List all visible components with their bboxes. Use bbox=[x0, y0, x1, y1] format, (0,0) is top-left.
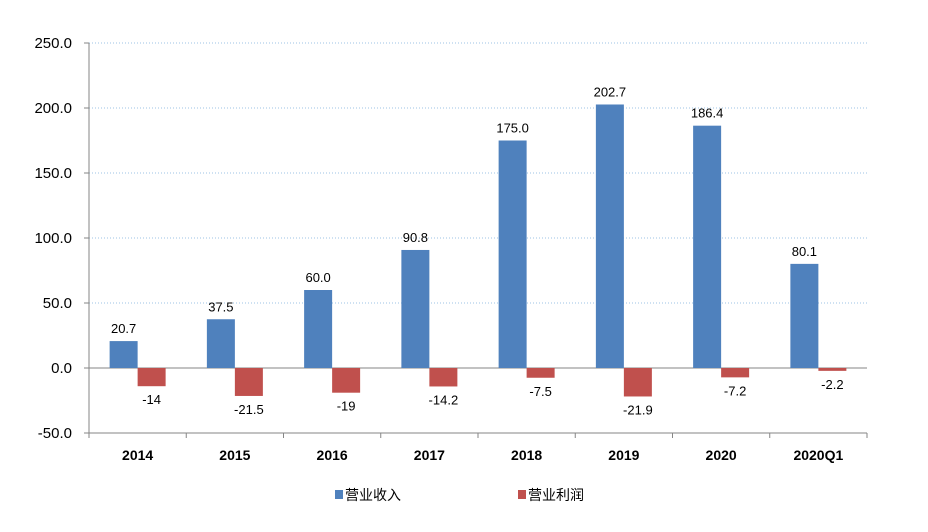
data-label-profit: -21.5 bbox=[234, 402, 264, 417]
data-label-revenue: 80.1 bbox=[792, 244, 817, 259]
x-tick-label: 2018 bbox=[511, 447, 542, 463]
y-tick-label: 250.0 bbox=[34, 35, 72, 52]
y-tick-label: 150.0 bbox=[34, 165, 72, 182]
bar-revenue bbox=[109, 341, 138, 368]
bar-profit bbox=[526, 368, 555, 378]
bar-profit bbox=[137, 368, 166, 387]
x-tick-label: 2019 bbox=[608, 447, 639, 463]
legend-label-profit: 营业利润 bbox=[528, 488, 584, 504]
bar-profit bbox=[623, 368, 652, 397]
y-tick-label: 50.0 bbox=[43, 295, 72, 312]
data-label-revenue: 202.7 bbox=[594, 84, 627, 99]
bars bbox=[109, 104, 847, 397]
data-label-profit: -14 bbox=[142, 392, 161, 407]
bar-revenue bbox=[304, 290, 333, 368]
bar-revenue bbox=[693, 125, 722, 369]
data-label-revenue: 37.5 bbox=[208, 299, 233, 314]
y-tick-label: 100.0 bbox=[34, 230, 72, 247]
x-tick-label: 2016 bbox=[317, 447, 348, 463]
y-tick-label: -50.0 bbox=[38, 425, 72, 442]
legend-label-revenue: 营业收入 bbox=[345, 488, 401, 504]
x-tick-label: 2014 bbox=[122, 447, 153, 463]
x-tick-label: 2020 bbox=[706, 447, 737, 463]
data-label-profit: -2.2 bbox=[821, 377, 843, 392]
data-label-profit: -21.9 bbox=[623, 402, 653, 417]
x-tick-label: 2020Q1 bbox=[793, 447, 843, 463]
bar-revenue bbox=[206, 319, 235, 368]
data-label-profit: -14.2 bbox=[429, 392, 459, 407]
bar-profit bbox=[332, 368, 361, 393]
bar-revenue bbox=[595, 104, 624, 369]
bar-profit bbox=[721, 368, 750, 378]
y-tick-label: 0.0 bbox=[51, 360, 72, 377]
bar-revenue bbox=[790, 263, 819, 368]
bar-profit bbox=[429, 368, 458, 387]
data-labels: 20.7 -14 37.5 -21.5 60.0 -19 90.8 -14.2 175.0 -7.… bbox=[111, 84, 844, 417]
gridlines bbox=[89, 42, 867, 434]
bar-revenue bbox=[401, 249, 430, 368]
legend: 营业收入 营业利润 bbox=[335, 488, 584, 504]
data-label-revenue: 60.0 bbox=[305, 270, 330, 285]
bar-revenue bbox=[498, 140, 527, 368]
y-tick-label: 200.0 bbox=[34, 100, 72, 117]
legend-swatch-revenue bbox=[335, 490, 343, 499]
data-label-revenue: 175.0 bbox=[496, 121, 529, 136]
data-label-profit: -7.5 bbox=[529, 384, 551, 399]
legend-swatch-profit bbox=[518, 490, 526, 499]
data-label-profit: -7.2 bbox=[724, 383, 746, 398]
data-label-revenue: 186.4 bbox=[691, 106, 724, 121]
data-label-revenue: 90.8 bbox=[403, 230, 428, 245]
axes: -50.0 0.0 50.0 100.0 150.0 200.0 250.0 2014 2015… bbox=[34, 35, 868, 463]
bar-profit bbox=[818, 368, 847, 371]
x-tick-label: 2015 bbox=[219, 447, 250, 463]
data-label-revenue: 20.7 bbox=[111, 321, 136, 336]
bar-profit bbox=[234, 368, 263, 396]
x-tick-label: 2017 bbox=[414, 447, 445, 463]
data-label-profit: -19 bbox=[337, 399, 356, 414]
